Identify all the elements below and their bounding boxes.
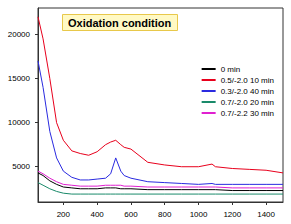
svg-text:600: 600 xyxy=(124,210,138,219)
svg-text:800: 800 xyxy=(158,210,172,219)
svg-text:200: 200 xyxy=(57,210,71,219)
svg-text:0 min: 0 min xyxy=(221,65,241,74)
svg-text:400: 400 xyxy=(90,210,104,219)
svg-text:0.3/-2.0 40 min: 0.3/-2.0 40 min xyxy=(221,87,274,96)
svg-text:Oxidation condition: Oxidation condition xyxy=(68,17,172,29)
svg-text:0.5/-2.0 10 min: 0.5/-2.0 10 min xyxy=(221,76,274,85)
svg-text:0.7/-2.2 30 min: 0.7/-2.2 30 min xyxy=(221,109,274,118)
svg-text:1200: 1200 xyxy=(223,210,241,219)
svg-text:1400: 1400 xyxy=(257,210,275,219)
svg-text:5000: 5000 xyxy=(12,162,30,171)
svg-text:10000: 10000 xyxy=(8,118,31,127)
svg-text:20000: 20000 xyxy=(8,30,31,39)
svg-text:1000: 1000 xyxy=(190,210,208,219)
svg-text:15000: 15000 xyxy=(8,74,31,83)
svg-text:0.7/-2.0 20 min: 0.7/-2.0 20 min xyxy=(221,98,274,107)
